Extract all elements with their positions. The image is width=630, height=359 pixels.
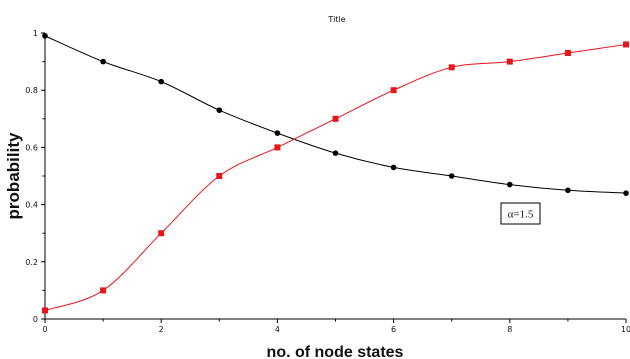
series-line (44, 35, 627, 194)
x-tick-label: 4 (275, 325, 280, 334)
data-point-circle (100, 58, 106, 65)
y-tick-label: 0.6 (25, 143, 38, 152)
annotation-box: α=1.5 (500, 202, 541, 225)
annotation-frame (500, 202, 541, 225)
data-point-square (448, 64, 455, 71)
annotation-label: α=1.5 (508, 209, 534, 221)
y-axis-title: probability (4, 132, 23, 219)
data-point-circle (390, 164, 397, 171)
data-point-circle (623, 190, 629, 196)
data-point-circle (158, 78, 164, 85)
x-tick-label: 0 (42, 325, 47, 334)
data-point-square (332, 115, 339, 122)
data-point-square (100, 287, 107, 294)
y-tick-label: 0 (33, 315, 38, 324)
data-point-circle (332, 150, 339, 156)
data-point-square (506, 58, 513, 65)
chart-title: Title (327, 15, 345, 24)
x-tick-label: 6 (391, 325, 396, 334)
x-ticks: 0 2 4 6 8 10 (42, 319, 630, 334)
data-point-circle (42, 33, 48, 39)
y-tick-label: 0.2 (25, 258, 38, 267)
series-line (44, 43, 627, 311)
series-0 (42, 33, 629, 196)
data-point-circle (216, 107, 223, 114)
x-tick-label: 10 (621, 325, 630, 334)
data-point-square (564, 50, 571, 57)
data-point-circle (507, 181, 513, 188)
data-point-square (42, 307, 48, 314)
data-point-circle (565, 187, 571, 194)
x-tick-label: 2 (159, 325, 164, 334)
y-ticks: 0 0.2 0.4 0.6 0.8 1 (25, 29, 45, 324)
x-tick-label: 8 (507, 325, 512, 334)
data-point-square (216, 173, 223, 179)
data-point-square (274, 144, 281, 151)
y-tick-label: 0.8 (25, 86, 38, 95)
y-tick-label: 0.4 (25, 201, 38, 210)
data-point-square (623, 41, 629, 48)
axes (44, 33, 626, 320)
data-point-square (158, 230, 165, 237)
series-layer (42, 33, 629, 314)
x-axis-title: no. of node states (267, 344, 404, 359)
data-point-square (390, 87, 397, 94)
data-point-circle (274, 130, 281, 136)
series-1 (42, 41, 629, 314)
y-tick-label: 1 (33, 29, 38, 38)
data-point-circle (448, 173, 455, 179)
